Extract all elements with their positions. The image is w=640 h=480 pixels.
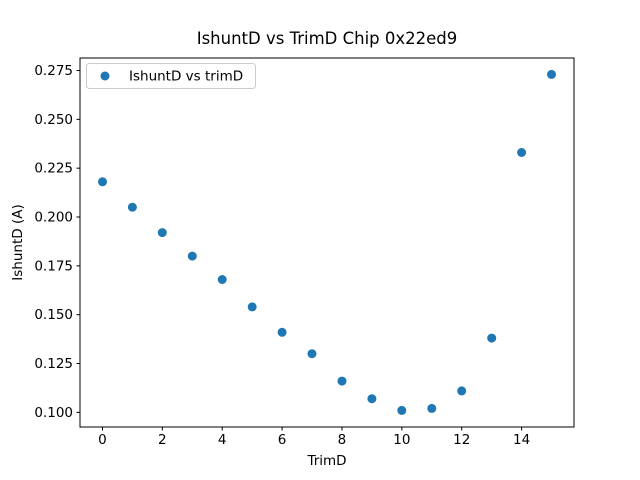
data-point <box>547 69 556 79</box>
data-point <box>157 228 167 238</box>
y-axis-label: IshuntD (A) <box>10 204 26 280</box>
data-point <box>517 148 527 157</box>
y-tick-label: 0.125 <box>34 356 73 372</box>
data-point <box>367 394 377 404</box>
x-tick-label: 10 <box>393 432 410 448</box>
data-point <box>98 177 107 187</box>
x-tick-label: 6 <box>278 432 287 448</box>
y-tick-label: 0.200 <box>34 210 73 226</box>
data-point <box>397 405 407 415</box>
data-point <box>277 327 287 337</box>
y-tick-label: 0.100 <box>34 405 73 421</box>
data-point <box>127 202 137 212</box>
axes-frame <box>79 57 575 428</box>
y-tick-label: 0.250 <box>34 112 73 128</box>
data-point <box>487 333 497 343</box>
x-tick-label: 2 <box>158 432 167 448</box>
y-tick-label: 0.150 <box>34 307 73 323</box>
legend-label: IshuntD vs trimD <box>129 69 243 85</box>
y-tick-label: 0.275 <box>34 63 73 79</box>
x-tick-label: 8 <box>338 432 347 448</box>
legend-marker <box>100 71 110 81</box>
data-point <box>217 275 227 284</box>
data-point <box>457 386 467 396</box>
data-point <box>247 302 257 312</box>
x-tick-label: 4 <box>218 432 227 448</box>
x-tick-label: 12 <box>453 432 470 448</box>
data-point <box>337 376 347 386</box>
data-point <box>427 403 437 413</box>
data-point <box>187 251 197 261</box>
x-tick-label: 14 <box>513 432 530 448</box>
x-axis-label: TrimD <box>306 453 346 469</box>
chart-title: IshuntD vs TrimD Chip 0x22ed9 <box>197 29 458 48</box>
y-tick-label: 0.175 <box>34 258 73 274</box>
x-tick-label: 0 <box>98 432 107 448</box>
legend-box <box>86 63 256 89</box>
data-point <box>307 349 317 359</box>
y-tick-label: 0.225 <box>34 161 73 177</box>
